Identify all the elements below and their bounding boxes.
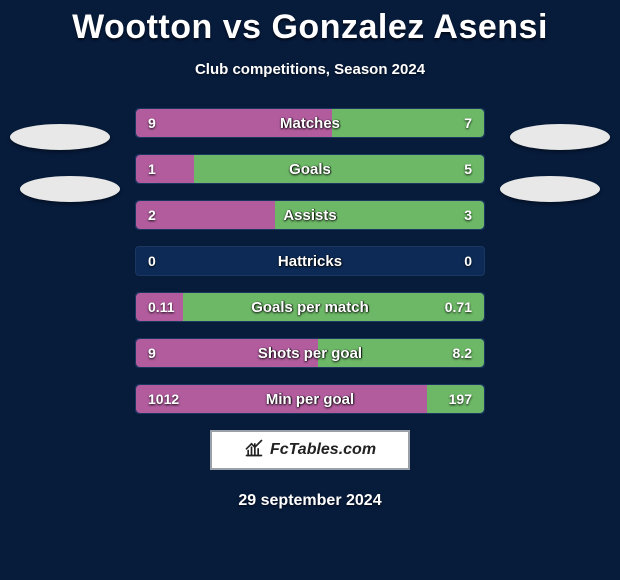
stat-row: 1012197Min per goal [135, 384, 485, 414]
stat-label: Shots per goal [136, 339, 484, 367]
player-badge-right-2 [500, 176, 600, 202]
player-badge-right-1 [510, 124, 610, 150]
brand-text: FcTables.com [270, 441, 376, 459]
stat-row: 00Hattricks [135, 246, 485, 276]
stat-label: Goals per match [136, 293, 484, 321]
stat-label: Matches [136, 109, 484, 137]
stat-label: Hattricks [136, 247, 484, 275]
stats-container: 97Matches 15Goals 23Assists 00Hattricks 0.11… [135, 108, 485, 414]
stat-label: Goals [136, 155, 484, 183]
stat-row: 97Matches [135, 108, 485, 138]
stat-label: Min per goal [136, 385, 484, 413]
chart-icon [244, 438, 264, 463]
stat-row: 0.110.71Goals per match [135, 292, 485, 322]
player-badge-left-1 [10, 124, 110, 150]
page-title: Wootton vs Gonzalez Asensi [0, 0, 620, 47]
player-badge-left-2 [20, 176, 120, 202]
subtitle: Club competitions, Season 2024 [0, 61, 620, 78]
stat-label: Assists [136, 201, 484, 229]
stat-row: 23Assists [135, 200, 485, 230]
brand-badge: FcTables.com [210, 430, 410, 470]
date-label: 29 september 2024 [0, 492, 620, 510]
stat-row: 98.2Shots per goal [135, 338, 485, 368]
stat-row: 15Goals [135, 154, 485, 184]
